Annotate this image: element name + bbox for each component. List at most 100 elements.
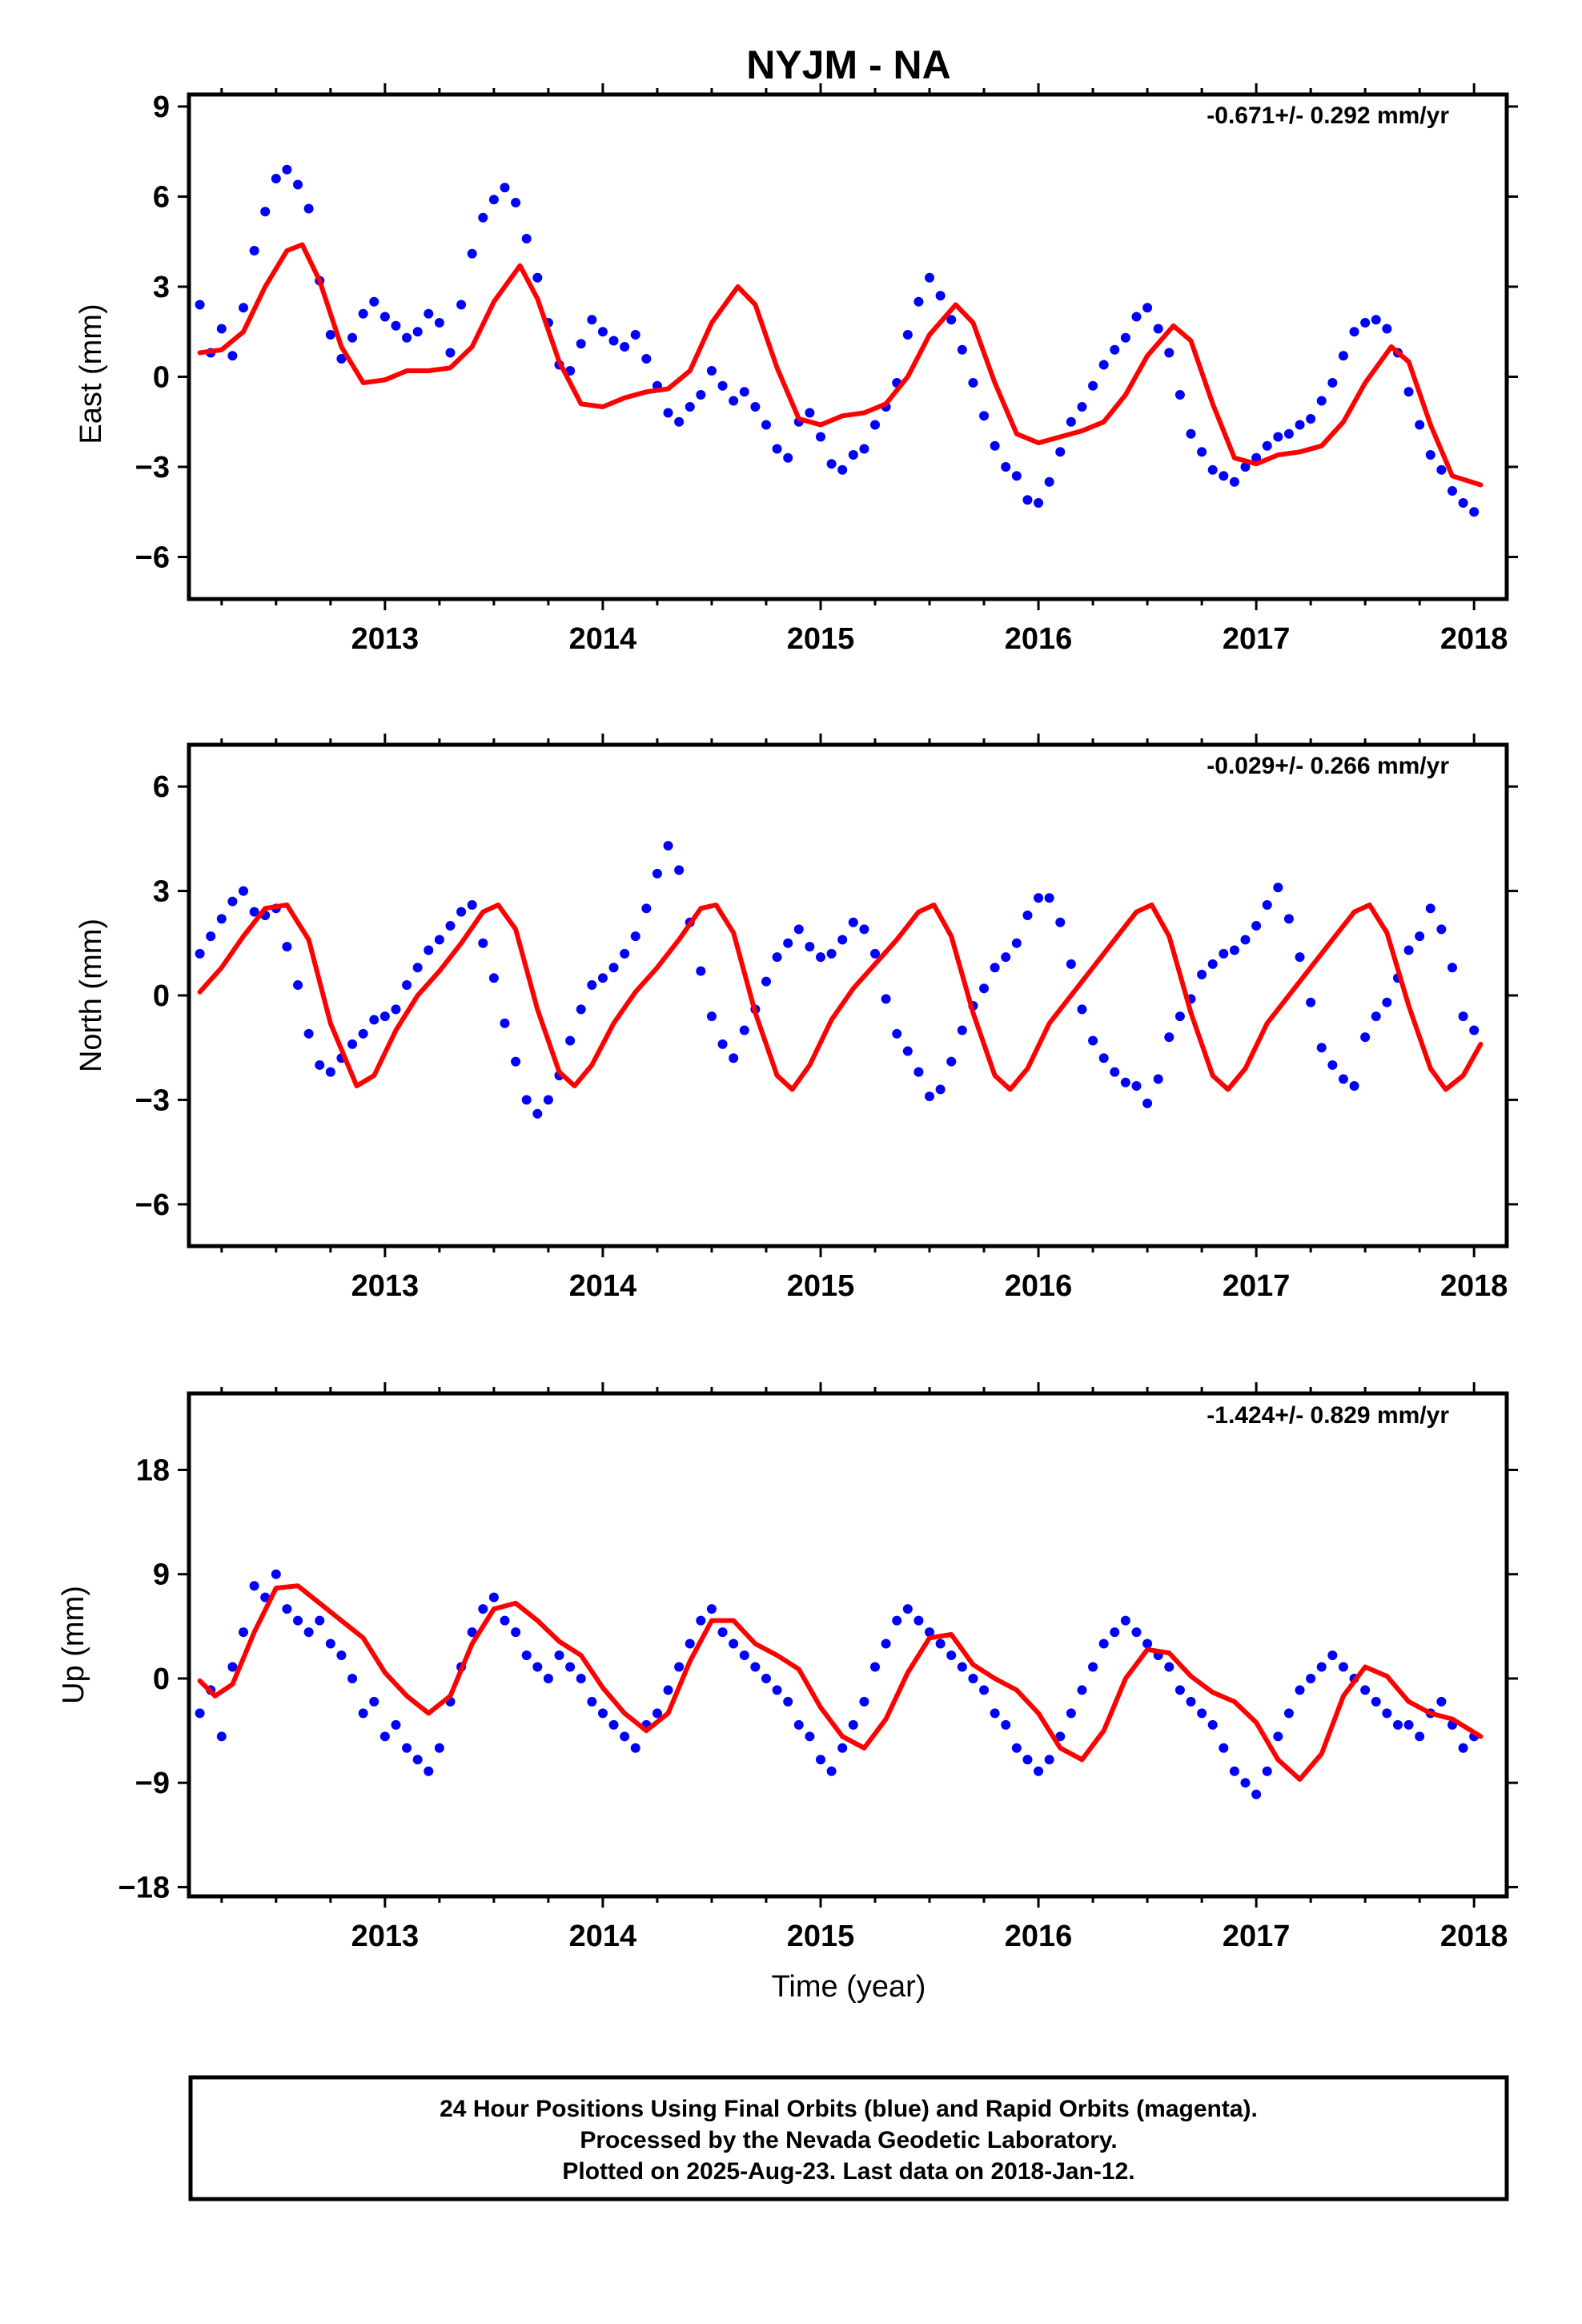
east-data-point bbox=[587, 315, 597, 325]
east-data-point bbox=[783, 452, 793, 463]
north-data-point bbox=[1240, 935, 1251, 945]
north-data-point bbox=[1262, 899, 1272, 910]
up-data-point bbox=[216, 1731, 227, 1742]
east-data-point bbox=[706, 366, 717, 376]
east-data-point bbox=[216, 324, 227, 334]
up-data-point bbox=[597, 1708, 608, 1719]
east-data-point bbox=[195, 300, 205, 310]
north-data-point bbox=[848, 917, 858, 927]
north-panel: -0.029+/- 0.266 mm/yr North (mm) 2013 201… bbox=[74, 734, 1518, 1303]
east-data-point bbox=[282, 164, 292, 175]
footer-line-3: Plotted on 2025-Aug-23. Last data on 201… bbox=[562, 2158, 1134, 2185]
north-data-point bbox=[913, 1067, 924, 1077]
up-data-point bbox=[913, 1615, 924, 1626]
east-data-point bbox=[1338, 351, 1348, 361]
up-x-tick-label: 2017 bbox=[1223, 1920, 1291, 1953]
east-data-point bbox=[1131, 312, 1142, 322]
up-data-point bbox=[630, 1743, 640, 1753]
north-data-point bbox=[772, 952, 782, 963]
north-x-tick-label: 2017 bbox=[1223, 1269, 1291, 1303]
north-data-point bbox=[402, 979, 412, 990]
east-data-point bbox=[1262, 440, 1272, 451]
up-rate-label: -1.424+/- 0.829 mm/yr bbox=[1207, 1402, 1449, 1429]
up-data-point bbox=[925, 1627, 935, 1638]
up-data-point bbox=[793, 1719, 804, 1730]
east-data-point bbox=[837, 464, 848, 475]
east-data-point bbox=[1174, 390, 1185, 400]
up-data-point bbox=[990, 1708, 1000, 1719]
up-data-point bbox=[652, 1708, 662, 1719]
up-data-point bbox=[761, 1673, 771, 1683]
footer-line-1: 24 Hour Positions Using Final Orbits (bl… bbox=[440, 2096, 1258, 2122]
up-data-point bbox=[565, 1662, 576, 1672]
north-data-point bbox=[1110, 1067, 1120, 1077]
up-data-point bbox=[1066, 1708, 1076, 1719]
up-y-tick-label: 9 bbox=[153, 1558, 170, 1592]
up-data-point bbox=[1098, 1638, 1109, 1649]
up-data-point bbox=[1338, 1662, 1348, 1672]
up-data-point bbox=[870, 1662, 881, 1672]
east-data-point bbox=[434, 318, 444, 328]
north-data-point bbox=[195, 948, 205, 959]
east-data-point bbox=[1022, 495, 1033, 505]
up-data-point bbox=[576, 1673, 586, 1683]
east-data-point bbox=[1273, 432, 1283, 442]
footer-box bbox=[188, 2075, 1509, 2201]
up-data-point bbox=[488, 1592, 499, 1602]
east-data-point bbox=[532, 272, 543, 283]
north-data-point bbox=[445, 921, 456, 931]
up-data-point bbox=[1371, 1696, 1381, 1707]
north-data-point bbox=[859, 924, 869, 935]
up-model-line bbox=[197, 1583, 1484, 1782]
east-data-point bbox=[925, 272, 935, 283]
east-data-point bbox=[303, 203, 314, 214]
up-x-tick-label: 2014 bbox=[569, 1920, 637, 1953]
north-data-point bbox=[1306, 997, 1316, 1007]
east-data-point bbox=[379, 312, 390, 322]
up-data-point bbox=[532, 1662, 543, 1672]
up-data-point bbox=[293, 1615, 303, 1626]
up-data-point bbox=[260, 1592, 271, 1602]
up-data-point bbox=[696, 1615, 706, 1626]
east-data-point bbox=[1219, 471, 1229, 481]
up-data-point bbox=[282, 1604, 292, 1614]
north-data-point bbox=[1415, 931, 1425, 942]
north-data-point bbox=[729, 1053, 739, 1063]
east-data-point bbox=[620, 342, 630, 352]
up-data-point bbox=[1142, 1638, 1153, 1649]
up-data-point bbox=[935, 1638, 946, 1649]
north-x-tick-label: 2013 bbox=[351, 1269, 420, 1303]
up-data-point bbox=[1240, 1778, 1251, 1788]
east-data-point bbox=[1360, 318, 1371, 328]
north-x-tick-label: 2018 bbox=[1440, 1269, 1508, 1303]
up-data-point bbox=[1164, 1662, 1174, 1672]
east-data-point bbox=[249, 246, 259, 255]
north-data-point bbox=[663, 841, 673, 851]
north-ylabel: North (mm) bbox=[74, 919, 108, 1072]
east-data-point bbox=[1186, 428, 1196, 439]
east-data-point bbox=[1251, 452, 1262, 463]
up-data-point bbox=[892, 1615, 902, 1626]
north-y-tick-label: 3 bbox=[153, 875, 170, 909]
up-data-point bbox=[815, 1755, 825, 1765]
east-data-point bbox=[1283, 428, 1294, 439]
up-data-point bbox=[303, 1627, 314, 1638]
north-data-point bbox=[1295, 952, 1305, 963]
up-data-point bbox=[783, 1696, 793, 1707]
north-data-point bbox=[1153, 1074, 1163, 1084]
east-data-point bbox=[826, 459, 837, 469]
east-data-point bbox=[1120, 332, 1130, 343]
up-data-point bbox=[358, 1708, 368, 1719]
up-data-point bbox=[434, 1743, 444, 1753]
east-data-point bbox=[336, 354, 347, 364]
north-data-point bbox=[739, 1025, 749, 1035]
east-data-point bbox=[358, 308, 368, 319]
east-data-point bbox=[685, 402, 695, 412]
north-y-tick-label: −3 bbox=[135, 1084, 170, 1117]
north-data-point bbox=[1403, 945, 1414, 955]
up-data-point bbox=[1283, 1708, 1294, 1719]
north-data-point bbox=[1371, 1011, 1381, 1022]
up-data-point bbox=[379, 1731, 390, 1742]
up-plot-frame bbox=[187, 1391, 1509, 1899]
north-x-tick-label: 2014 bbox=[569, 1269, 637, 1303]
